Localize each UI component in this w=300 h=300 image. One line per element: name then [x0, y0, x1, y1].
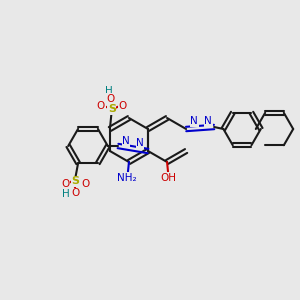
Text: N: N: [136, 138, 144, 148]
Text: O: O: [119, 101, 127, 111]
Text: O: O: [81, 179, 89, 189]
Text: S: S: [108, 104, 116, 114]
Text: O: O: [107, 94, 115, 104]
Text: S: S: [71, 176, 79, 186]
Text: H: H: [105, 86, 113, 96]
Text: OH: OH: [160, 173, 176, 183]
Text: O: O: [97, 101, 105, 111]
Text: H: H: [62, 189, 70, 199]
Text: O: O: [71, 188, 79, 198]
Text: NH₂: NH₂: [117, 173, 137, 183]
Text: N: N: [122, 136, 130, 146]
Text: O: O: [61, 179, 69, 189]
Text: N: N: [190, 116, 198, 126]
Text: N: N: [204, 116, 212, 126]
